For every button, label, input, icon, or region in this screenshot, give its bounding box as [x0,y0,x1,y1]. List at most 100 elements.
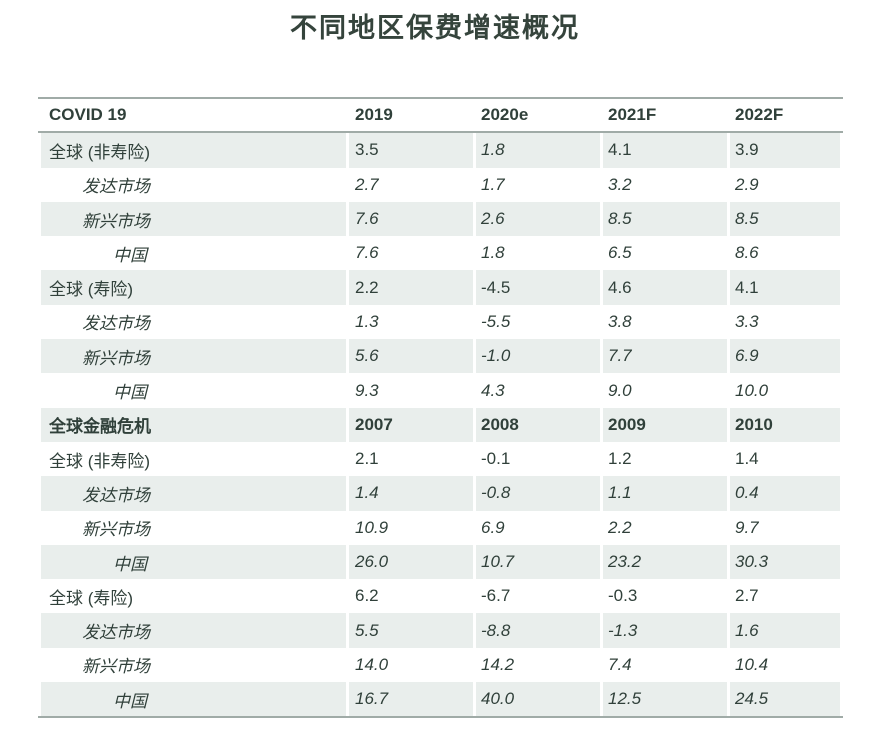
column-header-2019: 2019 [355,105,393,125]
row-label: 全球 (非寿险) [49,451,151,471]
row-label: 发达市场 [41,476,346,511]
value-cell: 3.5 [349,133,473,168]
table-row: 新兴市场 10.9 6.9 2.2 9.7 [38,511,843,545]
column-header-2022f: 2022F [735,105,784,125]
value-cell: 2.6 [476,201,600,237]
table-row: 全球 (非寿险) 2.1 -0.1 1.2 1.4 [38,442,843,476]
row-label: 全球 (寿险) [41,270,346,305]
value-cell: 30.3 [730,544,840,580]
value-cell: 2009 [603,407,727,442]
row-label: 全球金融危机 [41,407,346,442]
value-cell: 9.3 [355,380,379,400]
table-row: 发达市场 2.7 1.7 3.2 2.9 [38,168,843,202]
value-cell: 3.8 [608,311,632,331]
table-header-row: COVID 19 2019 2020e 2021F 2022F [38,99,843,134]
value-cell: -8.8 [476,613,600,648]
row-label: 发达市场 [82,177,150,197]
value-cell: 12.5 [603,682,727,717]
value-cell: 26.0 [349,544,473,580]
value-cell: -0.1 [481,449,511,469]
row-label: 新兴市场 [82,657,150,677]
value-cell: -0.3 [608,586,638,606]
value-cell: 4.6 [603,270,727,305]
table-row: 全球 (非寿险) 3.5 1.8 4.1 3.9 [38,133,843,168]
value-cell: 8.5 [603,201,727,237]
value-cell: 6.9 [481,517,505,537]
value-cell: 2.1 [355,449,379,469]
table-row: 中国 7.6 1.8 6.5 8.6 [38,236,843,270]
row-label: 中国 [41,544,346,580]
value-cell: 10.7 [476,544,600,580]
value-cell: 4.3 [481,380,505,400]
value-cell: 40.0 [476,682,600,717]
column-header-covid19: COVID 19 [49,105,127,125]
row-label: 中国 [113,383,147,403]
row-label: 发达市场 [82,314,150,334]
table-body: 全球 (非寿险) 3.5 1.8 4.1 3.9 发达市场 2.7 1.7 3.2 2.9 新兴市场… [38,133,843,717]
value-cell: 2.7 [355,174,379,194]
premium-growth-table: COVID 19 2019 2020e 2021F 2022F 全球 (非寿险)… [38,97,843,719]
value-cell: 10.9 [355,517,389,537]
value-cell: 8.5 [730,201,840,237]
value-cell: 1.6 [730,613,840,648]
table-row: 全球 (寿险) 2.2 -4.5 4.6 4.1 [38,270,843,305]
table-row: 中国 16.7 40.0 12.5 24.5 [38,682,843,717]
column-header-2021f: 2021F [608,105,657,125]
row-label: 发达市场 [41,613,346,648]
value-cell: 2.2 [349,270,473,305]
value-cell: 7.4 [608,654,632,674]
value-cell: 1.8 [476,133,600,168]
table-row: 发达市场 1.4 -0.8 1.1 0.4 [38,476,843,511]
value-cell: 3.2 [608,174,632,194]
row-label: 新兴市场 [82,520,150,540]
value-cell: 16.7 [349,682,473,717]
table-row: 新兴市场 7.6 2.6 8.5 8.5 [38,201,843,237]
value-cell: 1.8 [481,243,505,263]
value-cell: 6.5 [608,243,632,263]
value-cell: 7.6 [355,243,379,263]
value-cell: 1.4 [349,476,473,511]
value-cell: 5.5 [349,613,473,648]
value-cell: 7.7 [603,339,727,374]
row-label: 全球 (寿险) [49,588,134,608]
value-cell: 9.0 [608,380,632,400]
value-cell: 2010 [730,407,840,442]
value-cell: 8.6 [735,243,759,263]
value-cell: 5.6 [349,339,473,374]
value-cell: -1.0 [476,339,600,374]
value-cell: 1.7 [481,174,505,194]
value-cell: 9.7 [735,517,759,537]
table-row: 全球金融危机 2007 2008 2009 2010 [38,407,843,442]
row-label: 中国 [41,682,346,717]
table-row: 中国 26.0 10.7 23.2 30.3 [38,544,843,580]
value-cell: -5.5 [481,311,511,331]
value-cell: 2.2 [608,517,632,537]
value-cell: 2008 [476,407,600,442]
value-cell: 3.9 [730,133,840,168]
value-cell: 1.2 [608,449,632,469]
value-cell: 24.5 [730,682,840,717]
table-row: 全球 (寿险) 6.2 -6.7 -0.3 2.7 [38,579,843,613]
value-cell: 1.1 [603,476,727,511]
value-cell: 2.7 [735,586,759,606]
row-label: 中国 [113,245,147,265]
row-label: 新兴市场 [41,339,346,374]
value-cell: 0.4 [730,476,840,511]
value-cell: 7.6 [349,201,473,237]
value-cell: 4.1 [603,133,727,168]
row-label: 全球 (非寿险) [41,133,346,168]
value-cell: 14.0 [355,654,389,674]
value-cell: 1.3 [355,311,379,331]
value-cell: 2.9 [735,174,759,194]
table-row: 发达市场 1.3 -5.5 3.8 3.3 [38,305,843,339]
column-header-2020e: 2020e [481,105,529,125]
value-cell: -4.5 [476,270,600,305]
value-cell: 1.4 [735,449,759,469]
table-row: 新兴市场 14.0 14.2 7.4 10.4 [38,648,843,682]
page-title: 不同地区保费增速概况 [290,13,580,44]
table-row: 中国 9.3 4.3 9.0 10.0 [38,373,843,407]
value-cell: 14.2 [481,654,515,674]
value-cell: -6.7 [481,586,511,606]
value-cell: 10.4 [735,654,769,674]
value-cell: -0.8 [476,476,600,511]
